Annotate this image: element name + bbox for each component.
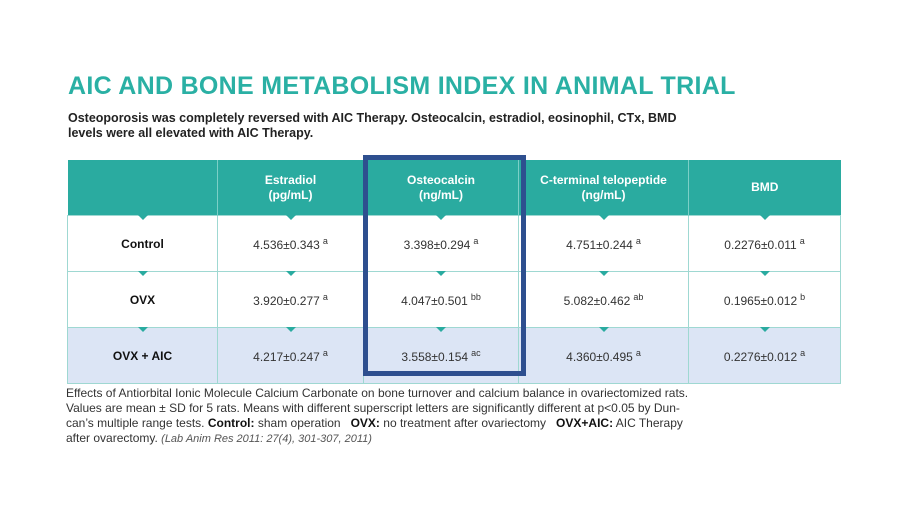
page-title: AIC AND BONE METABOLISM INDEX IN ANIMAL … xyxy=(68,72,736,100)
cell-bmd: 0.1965±0.012 b xyxy=(688,271,841,328)
cell-ctx: 4.751±0.244 a xyxy=(518,215,689,272)
pointer-triangle xyxy=(137,271,148,276)
header-corner xyxy=(67,160,218,216)
ovx-label: OVX: xyxy=(350,416,380,430)
bone-metabolism-table: Estradiol (pg/mL) Osteocalcin (ng/mL) C-te… xyxy=(67,160,841,384)
cell-bmd: 0.2276±0.012 a xyxy=(688,327,841,384)
table-row-ovx-aic: OVX + AIC 4.217±0.247 a 3.558±0.154 ac 4.3… xyxy=(67,327,841,384)
subtitle: Osteoporosis was completely reversed wit… xyxy=(68,111,768,141)
table-header-row: Estradiol (pg/mL) Osteocalcin (ng/mL) C-te… xyxy=(67,160,841,216)
cell-estradiol: 3.920±0.277 a xyxy=(217,271,364,328)
footnote: Effects of Antiorbital Ionic Molecule Ca… xyxy=(66,386,689,445)
pointer-triangle xyxy=(285,215,296,220)
control-label: Control: xyxy=(207,416,255,430)
row-label: Control xyxy=(67,215,218,272)
cell-estradiol: 4.536±0.343 a xyxy=(217,215,364,272)
cell-ctx: 5.082±0.462 ab xyxy=(518,271,689,328)
table-row-control: Control 4.536±0.343 a 3.398±0.294 a 4.751±… xyxy=(67,215,841,272)
pointer-triangle xyxy=(285,271,296,276)
pointer-triangle xyxy=(436,327,446,332)
pointer-triangle xyxy=(759,327,770,332)
row-label: OVX xyxy=(67,271,218,328)
cell-estradiol: 4.217±0.247 a xyxy=(217,327,364,384)
pointer-triangle xyxy=(759,215,770,220)
cell-osteocalcin: 3.398±0.294 a xyxy=(363,215,519,272)
pointer-triangle xyxy=(137,327,148,332)
pointer-triangle xyxy=(598,327,609,332)
pointer-triangle xyxy=(436,215,446,220)
pointer-triangle xyxy=(598,215,609,220)
cell-ctx: 4.360±0.495 a xyxy=(518,327,689,384)
row-label: OVX + AIC xyxy=(67,327,218,384)
citation: (Lab Anim Res 2011: 27(4), 301-307, 2011… xyxy=(161,433,372,445)
subtitle-line-1: Osteoporosis was completely reversed wit… xyxy=(68,111,677,125)
cell-osteocalcin: 4.047±0.501 bb xyxy=(363,271,519,328)
ovx-aic-label: OVX+AIC: xyxy=(556,416,614,430)
header-bmd: BMD xyxy=(688,160,841,216)
pointer-triangle xyxy=(759,271,770,276)
pointer-triangle xyxy=(436,271,446,276)
header-ctx: C-terminal telopeptide (ng/mL) xyxy=(518,160,689,216)
cell-bmd: 0.2276±0.011 a xyxy=(688,215,841,272)
table-row-ovx: OVX 3.920±0.277 a 4.047±0.501 bb 5.082±0.4… xyxy=(67,271,841,328)
cell-osteocalcin: 3.558±0.154 ac xyxy=(363,327,519,384)
subtitle-line-2: levels were all elevated with AIC Therap… xyxy=(68,126,314,140)
header-estradiol: Estradiol (pg/mL) xyxy=(217,160,364,216)
pointer-triangle xyxy=(137,215,148,220)
pointer-triangle xyxy=(598,271,609,276)
pointer-triangle xyxy=(285,327,296,332)
header-osteocalcin: Osteocalcin (ng/mL) xyxy=(363,160,519,216)
